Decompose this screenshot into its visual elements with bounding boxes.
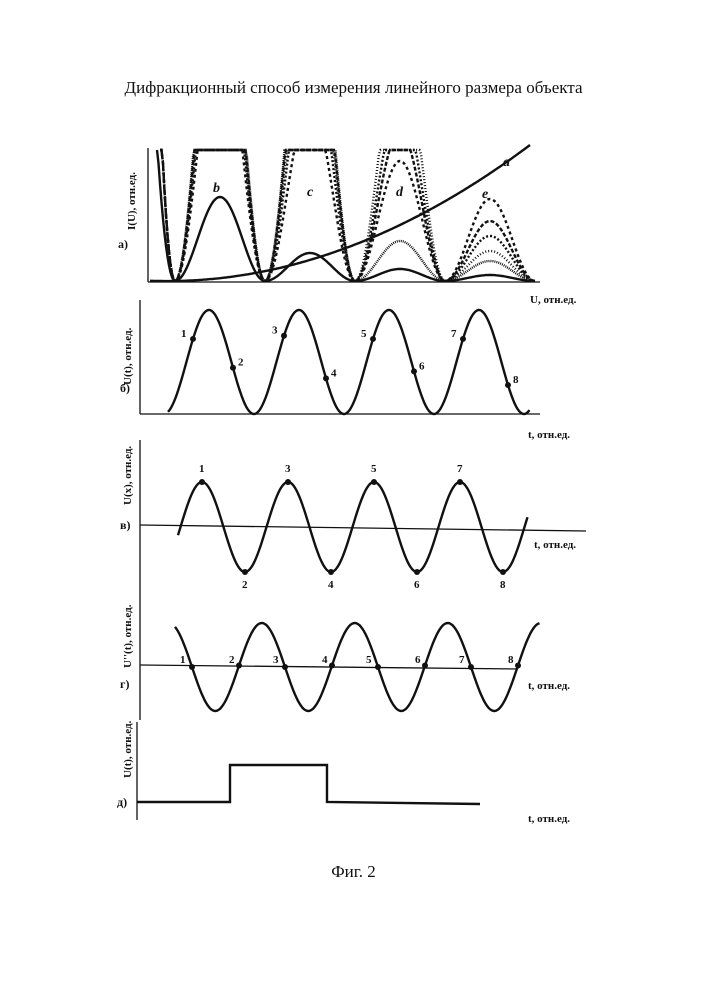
- panel-g-point-8-label: 8: [508, 654, 514, 666]
- curve-label-a: a: [503, 155, 510, 170]
- panel-b-point-8-label: 8: [513, 374, 519, 386]
- panel-g-point-4-marker: [329, 663, 335, 669]
- panel-b-point-2-marker: [230, 365, 236, 371]
- panel-b-point-1-label: 1: [181, 328, 187, 340]
- panel-b-point-3-label: 3: [272, 325, 278, 337]
- panel-b-point-1-marker: [190, 336, 196, 342]
- panel-v-point-6-label: 6: [414, 579, 420, 591]
- panel-v-point-3-label: 3: [285, 463, 291, 475]
- panel-b-label: б): [120, 381, 130, 395]
- panel-v-point-1-label: 1: [199, 463, 205, 475]
- panel-b-signal-curve: [168, 310, 530, 414]
- panel-v-point-5-marker: [371, 479, 377, 485]
- panel-g-label: г): [120, 677, 129, 691]
- panel-v-point-8-label: 8: [500, 579, 506, 591]
- panel-a: I(U), отн.ед. а) U, отн.ед. a b c d e: [118, 145, 577, 306]
- panel-v-point-8-marker: [500, 569, 506, 575]
- curve-b-line: [157, 150, 535, 281]
- panel-v-label: в): [120, 518, 130, 532]
- panel-v-xlabel: t, отн.ед.: [534, 539, 576, 551]
- curve-label-b: b: [213, 181, 220, 196]
- panel-d: U(t), отн.ед. д) t, отн.ед.: [117, 720, 570, 825]
- curve-label-c: c: [307, 185, 314, 200]
- panel-b-point-4-marker: [323, 375, 329, 381]
- panel-g-point-6-label: 6: [415, 654, 421, 666]
- panel-v-point-7-label: 7: [457, 463, 463, 475]
- panel-a-label: а): [118, 237, 128, 251]
- panel-b-point-8-marker: [505, 382, 511, 388]
- panel-g-point-7-label: 7: [459, 654, 465, 666]
- panel-b-point-7-marker: [460, 336, 466, 342]
- panel-v: U(x), отн.ед. в) t, отн.ед. 1 2 3 4 5 6 7 8: [120, 440, 586, 598]
- panel-g-point-7-marker: [468, 664, 474, 670]
- panel-b: U(t), отн.ед. б) t, отн.ед. 1 2 3 4 5 6 7 8: [120, 300, 570, 441]
- panel-v-point-7-marker: [457, 479, 463, 485]
- panel-d-label: д): [117, 795, 127, 809]
- panel-b-point-4-label: 4: [331, 367, 337, 379]
- panel-v-ylabel: U(x), отн.ед.: [122, 446, 134, 505]
- panel-v-point-2-marker: [242, 569, 248, 575]
- curve-label-e: e: [482, 187, 488, 202]
- panel-v-point-3-marker: [285, 479, 291, 485]
- figure-caption: Фиг. 2: [0, 862, 707, 882]
- panel-d-pulse-curve: [137, 765, 480, 804]
- panel-g-point-5-label: 5: [366, 654, 372, 666]
- panel-b-point-2-label: 2: [238, 357, 244, 369]
- panel-g-point-2-marker: [236, 663, 242, 669]
- panel-d-xlabel: t, отн.ед.: [528, 813, 570, 825]
- panel-g-point-1-label: 1: [180, 654, 186, 666]
- panel-g-point-8-marker: [515, 663, 521, 669]
- panel-g-point-3-marker: [282, 664, 288, 670]
- panel-a-xlabel: U, отн.ед.: [530, 294, 577, 306]
- panel-g-xlabel: t, отн.ед.: [528, 680, 570, 692]
- panel-g-point-3-label: 3: [273, 654, 279, 666]
- curve-label-d: d: [396, 185, 404, 200]
- panel-b-point-6-marker: [411, 368, 417, 374]
- panel-v-point-1-marker: [199, 479, 205, 485]
- panel-b-point-6-label: 6: [419, 360, 425, 372]
- panel-a-ylabel: I(U), отн.ед.: [126, 172, 138, 230]
- panel-b-point-3-marker: [281, 333, 287, 339]
- panel-v-signal-curve: [178, 482, 528, 572]
- panel-v-point-4-marker: [328, 569, 334, 575]
- panel-g-point-4-label: 4: [322, 654, 328, 666]
- panel-v-point-2-label: 2: [242, 579, 248, 591]
- panel-g-point-6-marker: [422, 663, 428, 669]
- panel-g-ylabel: U''(t), отн.ед.: [122, 604, 134, 668]
- panel-d-ylabel: U(t), отн.ед.: [122, 720, 134, 778]
- panel-g: U''(t), отн.ед. г) t, отн.ед. 1 2 3 4 5 6 7 8: [120, 598, 570, 720]
- panel-v-point-5-label: 5: [371, 463, 377, 475]
- panel-b-ylabel: U(t), отн.ед.: [122, 327, 134, 385]
- panel-v-point-4-label: 4: [328, 579, 334, 591]
- panel-v-point-6-marker: [414, 569, 420, 575]
- panel-b-xlabel: t, отн.ед.: [528, 429, 570, 441]
- panel-b-point-5-marker: [370, 336, 376, 342]
- panel-g-point-5-marker: [375, 664, 381, 670]
- curve-extra-1-line: [160, 150, 535, 281]
- panel-g-point-1-marker: [189, 664, 195, 670]
- panel-g-point-2-label: 2: [229, 654, 235, 666]
- panel-b-point-7-label: 7: [451, 328, 457, 340]
- panel-b-point-5-label: 5: [361, 328, 367, 340]
- panel-v-x-axis: [140, 525, 586, 531]
